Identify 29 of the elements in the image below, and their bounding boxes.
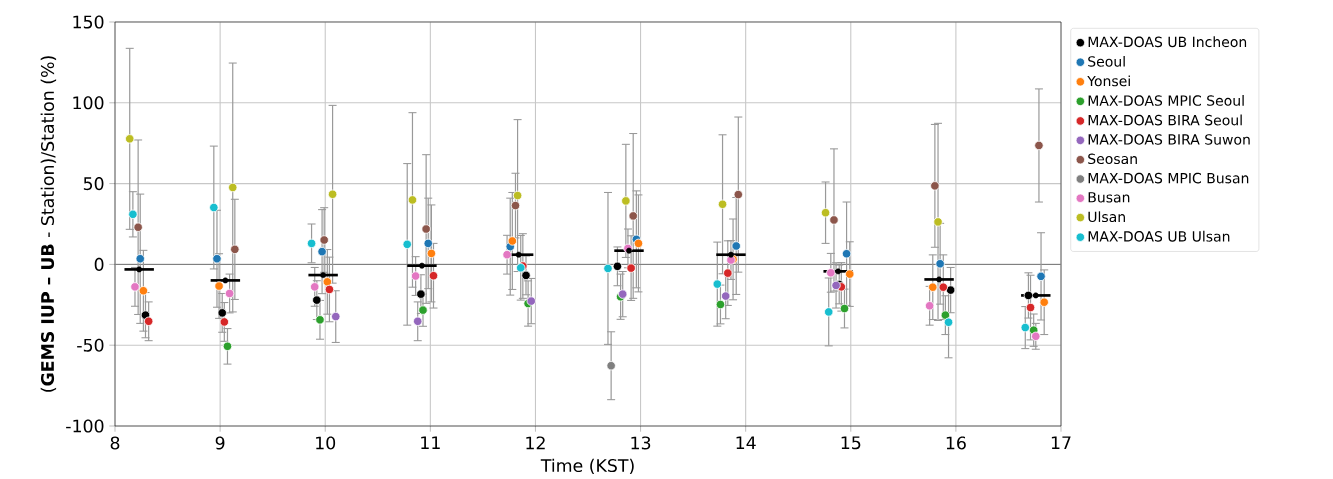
x-tick-label: 8 bbox=[110, 436, 120, 450]
y-axis-title: (GEMS IUP – UB - Station)/Station (%) bbox=[40, 56, 57, 392]
legend-label: MAX-DOAS MPIC Seoul bbox=[1088, 95, 1244, 106]
legend-label: Busan bbox=[1088, 192, 1130, 203]
legend-label: MAX-DOAS BIRA Suwon bbox=[1088, 134, 1250, 145]
y-tick-label: -50 bbox=[77, 338, 104, 352]
x-tick-label: 11 bbox=[421, 436, 440, 450]
legend-label: MAX-DOAS UB Ulsan bbox=[1088, 230, 1230, 242]
x-tick-label: 12 bbox=[526, 436, 545, 450]
legend-label: Yonsei bbox=[1087, 75, 1130, 87]
x-tick-label: 16 bbox=[946, 436, 966, 450]
y-tick-label: 50 bbox=[83, 177, 104, 191]
y-tick-label: 100 bbox=[73, 96, 104, 110]
x-tick-label: 13 bbox=[631, 436, 651, 450]
y-tick-label: 150 bbox=[73, 15, 104, 29]
legend-label: Seosan bbox=[1088, 153, 1137, 165]
legend-label: MAX-DOAS UB Incheon bbox=[1088, 36, 1247, 48]
legend-label: Seoul bbox=[1088, 55, 1125, 67]
x-tick-label: 9 bbox=[215, 436, 225, 450]
x-tick-label: 14 bbox=[736, 436, 756, 450]
legend-label: Ulsan bbox=[1088, 211, 1125, 223]
x-tick-label: 15 bbox=[841, 436, 861, 450]
x-tick-label: 17 bbox=[1051, 436, 1071, 450]
y-tick-label: 0 bbox=[94, 257, 104, 271]
legend-label: MAX-DOAS BIRA Seoul bbox=[1088, 114, 1242, 126]
legend-label: MAX-DOAS MPIC Busan bbox=[1088, 172, 1249, 184]
x-axis-title: Time (KST) bbox=[540, 458, 634, 475]
y-tick-label: -100 bbox=[66, 419, 104, 433]
x-tick-label: 10 bbox=[316, 436, 336, 450]
